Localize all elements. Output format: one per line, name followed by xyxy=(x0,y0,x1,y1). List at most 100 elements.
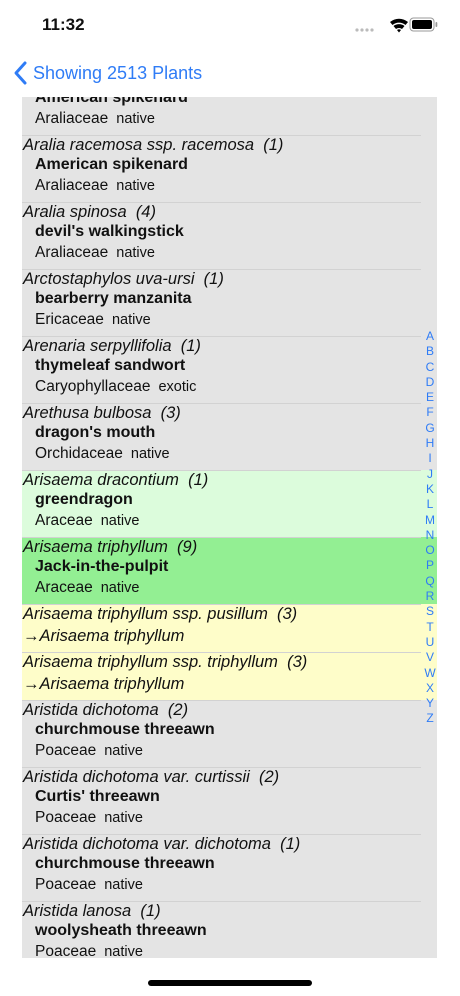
status: exotic xyxy=(158,379,197,395)
count: (1) xyxy=(140,902,161,920)
index-letter[interactable]: N xyxy=(425,527,435,542)
separator xyxy=(22,767,421,768)
family: Caryophyllaceae xyxy=(35,378,151,395)
common-name: churchmouse threeawn xyxy=(35,855,215,872)
index-letter[interactable]: J xyxy=(427,466,433,481)
index-letter[interactable]: K xyxy=(425,481,434,496)
family: Poaceae xyxy=(35,742,97,759)
index-letter[interactable]: T xyxy=(426,619,434,634)
common-name: bearberry manzanita xyxy=(35,290,192,307)
family-line: Araliaceae native xyxy=(35,243,155,263)
family: Orchidaceae xyxy=(35,445,123,462)
scientific-name: Arethusa bulbosa (3) xyxy=(23,403,181,423)
status: native xyxy=(116,111,155,127)
scientific-text: Arctostaphylos uva-ursi xyxy=(23,270,195,288)
index-letter[interactable]: W xyxy=(424,665,436,680)
scientific-name: Arisaema dracontium (1) xyxy=(23,470,208,490)
plant-row[interactable]: Arethusa bulbosa (3) dragon's mouth Orchid… xyxy=(22,403,437,470)
index-letter[interactable]: I xyxy=(428,451,432,466)
family-line: Poaceae native xyxy=(35,741,143,761)
index-letter[interactable]: S xyxy=(425,604,434,619)
index-letter[interactable]: B xyxy=(425,344,434,359)
separator xyxy=(22,700,421,701)
back-title[interactable]: Showing 2513 Plants xyxy=(33,63,203,83)
scientific-name: Arisaema triphyllum ssp. pusillum (3) xyxy=(23,604,297,624)
scientific-name: Arenaria serpyllifolia (1) xyxy=(23,336,201,356)
plant-row[interactable]: Aristida lanosa (1) woolysheath threeawn P… xyxy=(22,901,437,958)
separator xyxy=(22,834,421,835)
plant-row[interactable]: Arenaria serpyllifolia (1) thymeleaf sand… xyxy=(22,336,437,403)
index-letter[interactable]: Z xyxy=(426,711,434,726)
plant-row[interactable]: Arisaema triphyllum ssp. triphyllum (3) →… xyxy=(22,652,437,700)
index-letter[interactable]: U xyxy=(425,634,435,649)
index-letter[interactable]: C xyxy=(425,359,435,374)
index-letter[interactable]: F xyxy=(426,405,434,420)
status-time: 11:32 xyxy=(42,15,85,34)
scientific-text: Aralia racemosa ssp. racemosa xyxy=(23,136,255,154)
family: Araceae xyxy=(35,579,93,596)
index-letter[interactable]: O xyxy=(425,543,435,558)
index-letter[interactable]: D xyxy=(425,374,435,389)
family-line: Ericaceae native xyxy=(35,310,151,330)
scientific-text: Arisaema triphyllum ssp. pusillum xyxy=(23,605,268,623)
plant-row[interactable]: Arisaema dracontium (1) greendragon Aracea… xyxy=(22,470,437,537)
index-letter[interactable]: G xyxy=(425,420,435,435)
family-line: Orchidaceae native xyxy=(35,444,170,464)
scientific-text: Aristida dichotoma xyxy=(23,701,159,719)
plant-row[interactable]: Arisaema triphyllum (9) Jack-in-the-pulpi… xyxy=(22,537,437,604)
count: (1) xyxy=(188,471,209,489)
index-letter[interactable]: X xyxy=(425,680,434,695)
plant-row[interactable]: Aralia racemosa ssp. racemosa (1) America… xyxy=(22,135,437,202)
family-line: Araliaceae native xyxy=(35,109,155,129)
index-letter[interactable]: R xyxy=(425,589,435,604)
plant-row[interactable]: Aristida dichotoma (2) churchmouse threea… xyxy=(22,700,437,767)
status: native xyxy=(104,877,143,893)
separator xyxy=(22,403,421,404)
index-letter[interactable]: M xyxy=(425,512,435,527)
count: (2) xyxy=(258,768,280,786)
common-name: thymeleaf sandwort xyxy=(35,357,186,374)
family: Araliaceae xyxy=(35,110,109,127)
header: 11:32 Showing 2513 Plants xyxy=(0,0,460,97)
family: Araliaceae xyxy=(35,244,109,261)
index-letter[interactable]: Y xyxy=(425,696,434,711)
count: (3) xyxy=(277,605,298,623)
scientific-text: Arisaema triphyllum xyxy=(23,538,168,556)
index-letter[interactable]: P xyxy=(425,558,434,573)
index-letter[interactable]: V xyxy=(425,650,434,665)
plant-row[interactable]: Aristida dichotoma var. curtissii (2) Cur… xyxy=(22,767,437,834)
family-line: Araceae native xyxy=(35,578,139,598)
count: (1) xyxy=(180,337,201,355)
back-chevron[interactable] xyxy=(11,60,31,90)
plant-row[interactable]: Arctostaphylos uva-ursi (1) bearberry man… xyxy=(22,269,437,336)
index-letter[interactable]: L xyxy=(426,497,434,512)
separator xyxy=(22,336,421,337)
index-letter[interactable]: Q xyxy=(425,573,435,588)
status: native xyxy=(116,178,155,194)
separator xyxy=(22,604,421,605)
status: native xyxy=(104,944,143,958)
count: (2) xyxy=(167,701,189,719)
scientific-name: Aristida dichotoma var. curtissii (2) xyxy=(23,767,279,787)
index-letter[interactable]: A xyxy=(425,329,434,343)
plant-row[interactable]: Aralia spinosa (4) devil's walkingstick Ar… xyxy=(22,202,437,269)
index-letter[interactable]: H xyxy=(425,436,435,451)
family: Araceae xyxy=(35,512,93,529)
common-name: Curtis' threeawn xyxy=(35,788,160,805)
count: (1) xyxy=(280,835,301,853)
family-line: Poaceae native xyxy=(35,875,143,895)
scientific-name: Aralia racemosa ssp. racemosa (1) xyxy=(23,135,283,155)
scientific-text: Aristida dichotoma var. curtissii xyxy=(23,768,250,786)
plant-row[interactable]: Arisaema triphyllum ssp. pusillum (3) →Ar… xyxy=(22,604,437,652)
scientific-name: Aristida dichotoma var. dichotoma (1) xyxy=(23,834,300,854)
family: Araliaceae xyxy=(35,177,109,194)
status: native xyxy=(100,513,140,529)
common-name: greendragon xyxy=(35,491,133,508)
family-line: Poaceae native xyxy=(35,942,143,958)
family: Poaceae xyxy=(35,809,97,826)
scientific-text: Arethusa bulbosa xyxy=(23,404,152,422)
count: (4) xyxy=(135,203,156,221)
plant-row[interactable]: Aristida dichotoma var. dichotoma (1) chu… xyxy=(22,834,437,901)
index-letter[interactable]: E xyxy=(425,390,434,405)
